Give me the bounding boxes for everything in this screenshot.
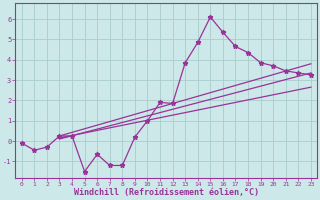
X-axis label: Windchill (Refroidissement éolien,°C): Windchill (Refroidissement éolien,°C) [74,188,259,197]
